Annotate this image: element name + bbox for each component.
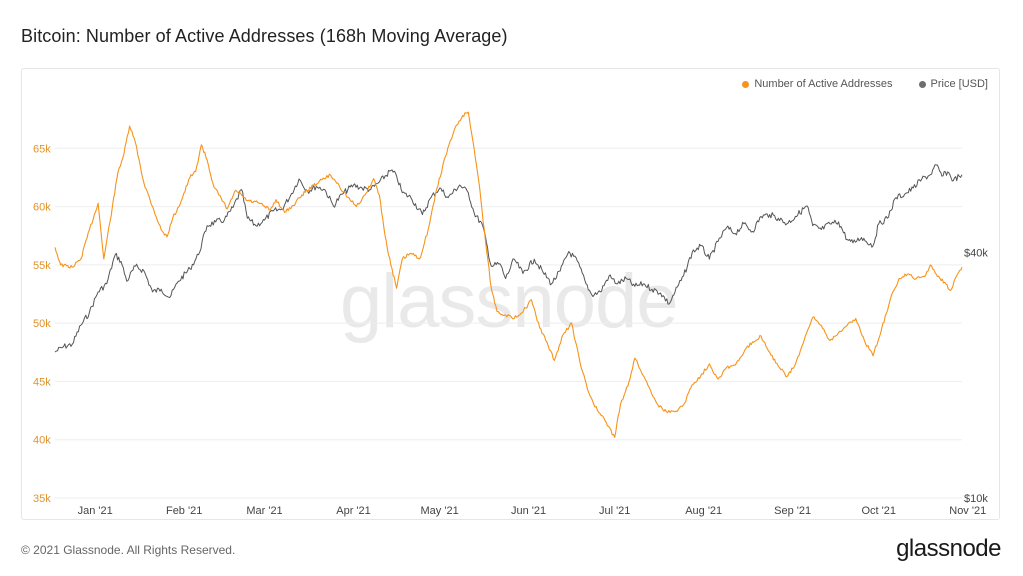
legend-label-active-addresses: Number of Active Addresses: [754, 78, 892, 90]
y-left-tick-label: 45k: [33, 376, 51, 388]
y-left-tick-label: 65k: [33, 143, 51, 155]
y-left-tick-label: 50k: [33, 318, 51, 330]
x-tick-label: Nov '21: [949, 505, 986, 517]
chart-legend: Number of Active Addresses Price [USD]: [742, 78, 988, 90]
x-tick-label: Jun '21: [511, 505, 546, 517]
x-tick-label: Aug '21: [685, 505, 722, 517]
y-left-tick-label: 60k: [33, 202, 51, 214]
legend-item-price[interactable]: Price [USD]: [919, 78, 988, 90]
x-tick-label: Jul '21: [599, 505, 630, 517]
x-tick-label: Apr '21: [336, 505, 371, 517]
x-tick-label: Jan '21: [78, 505, 113, 517]
legend-label-price: Price [USD]: [931, 78, 988, 90]
y-right-tick-label: $10k: [964, 493, 988, 505]
legend-dot-gray-icon: [919, 81, 926, 88]
y-left-tick-label: 40k: [33, 435, 51, 447]
y-left-tick-label: 55k: [33, 260, 51, 272]
x-tick-label: May '21: [421, 505, 459, 517]
y-left-tick-label: 35k: [33, 493, 51, 505]
footer-logo[interactable]: glassnode: [896, 535, 1001, 563]
x-tick-label: Mar '21: [246, 505, 282, 517]
x-tick-label: Feb '21: [166, 505, 202, 517]
legend-dot-orange-icon: [742, 81, 749, 88]
series-price-line: [55, 165, 962, 352]
y-right-tick-label: $40k: [964, 247, 988, 259]
footer-copyright: © 2021 Glassnode. All Rights Reserved.: [21, 543, 235, 557]
series-active-addresses-line: [55, 112, 962, 437]
x-tick-label: Oct '21: [862, 505, 897, 517]
x-tick-label: Sep '21: [774, 505, 811, 517]
legend-item-active-addresses[interactable]: Number of Active Addresses: [742, 78, 892, 90]
